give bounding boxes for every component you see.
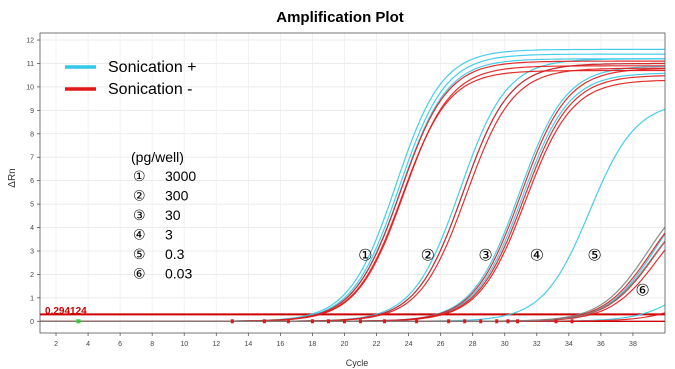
concentration-marker: ① bbox=[133, 169, 146, 185]
concentration-value: 30 bbox=[165, 207, 181, 223]
baseline-cycle-marker bbox=[495, 319, 499, 324]
baseline-cycle-marker bbox=[570, 319, 574, 324]
x-tick-label: 10 bbox=[180, 341, 188, 348]
x-tick-label: 32 bbox=[533, 341, 541, 348]
curve-labels: ① ② ③ ④ ⑤ ⑥ bbox=[358, 245, 650, 299]
concentration-value: 300 bbox=[165, 188, 189, 204]
baseline-cycle-marker bbox=[310, 319, 314, 324]
y-tick-label: 5 bbox=[30, 202, 34, 209]
y-tick-label: 4 bbox=[30, 225, 34, 232]
y-tick-label: 9 bbox=[30, 108, 34, 115]
baseline-cycle-marker bbox=[415, 319, 419, 324]
baseline-markers bbox=[76, 319, 574, 324]
concentration-value: 0.03 bbox=[165, 266, 192, 282]
baseline-cycle-marker bbox=[479, 319, 483, 324]
x-tick-label: 20 bbox=[341, 341, 349, 348]
legend: Sonication + Sonication - bbox=[65, 59, 197, 98]
x-tick-label: 12 bbox=[212, 341, 220, 348]
x-tick-label: 28 bbox=[469, 341, 477, 348]
amplification-curve bbox=[40, 240, 666, 322]
x-tick-label: 30 bbox=[501, 341, 509, 348]
y-tick-label: 10 bbox=[26, 84, 34, 91]
y-tick-label: 7 bbox=[30, 155, 34, 162]
baseline-cycle-marker bbox=[286, 319, 290, 324]
concentration-value: 3000 bbox=[165, 168, 196, 184]
baseline-cycle-marker bbox=[506, 319, 510, 324]
x-tick-label: 34 bbox=[565, 341, 573, 348]
concentration-header: (pg/well) bbox=[131, 149, 184, 165]
curve-label: ⑥ bbox=[635, 281, 649, 300]
curve-label: ③ bbox=[478, 245, 492, 264]
x-tick-label: 24 bbox=[405, 341, 413, 348]
y-tick-label: 12 bbox=[26, 38, 34, 45]
baseline-cycle-marker bbox=[447, 319, 451, 324]
baseline-cycle-marker bbox=[516, 319, 520, 324]
grid-lines bbox=[40, 33, 665, 333]
x-tick-label: 14 bbox=[244, 341, 252, 348]
x-tick-label: 36 bbox=[597, 341, 605, 348]
concentration-marker: ⑤ bbox=[133, 247, 146, 263]
concentration-marker: ④ bbox=[133, 228, 146, 244]
y-tick-label: 2 bbox=[30, 272, 34, 279]
y-axis-label: ΔRn bbox=[7, 168, 18, 187]
concentration-table: (pg/well) ① 3000 ② 300 ③ 30 ④ 3 ⑤ 0.3 ⑥ 0.03 bbox=[131, 149, 196, 283]
concentration-value: 3 bbox=[165, 227, 173, 243]
x-tick-label: 4 bbox=[86, 341, 90, 348]
baseline-start-marker bbox=[76, 319, 81, 324]
curve-label: ② bbox=[421, 245, 435, 264]
concentration-value: 0.3 bbox=[165, 246, 185, 262]
baseline-cycle-marker bbox=[230, 319, 234, 324]
plot-area-frame bbox=[39, 32, 666, 334]
amplification-curves bbox=[40, 48, 666, 322]
y-tick-label: 6 bbox=[30, 178, 34, 185]
curve-label: ④ bbox=[530, 245, 544, 264]
y-tick-label: 8 bbox=[30, 131, 34, 138]
baseline-cycle-marker bbox=[383, 319, 387, 324]
x-tick-label: 16 bbox=[276, 341, 284, 348]
legend-label: Sonication + bbox=[108, 59, 197, 76]
y-tick-label: 1 bbox=[30, 295, 34, 302]
x-tick-label: 38 bbox=[629, 341, 637, 348]
y-tick-label: 0 bbox=[30, 319, 34, 326]
x-tick-label: 22 bbox=[373, 341, 381, 348]
concentration-marker: ② bbox=[133, 189, 146, 205]
curve-label: ⑤ bbox=[587, 245, 601, 264]
curve-label: ① bbox=[358, 245, 372, 264]
baseline-cycle-marker bbox=[554, 319, 558, 324]
baseline-cycle-marker bbox=[326, 319, 330, 324]
y-tick-label: 11 bbox=[27, 61, 34, 68]
x-tick-label: 2 bbox=[54, 341, 58, 348]
baseline-cycle-marker bbox=[463, 319, 467, 324]
concentration-marker: ⑥ bbox=[133, 267, 146, 283]
threshold-label: 0.294124 bbox=[45, 306, 87, 317]
legend-label: Sonication - bbox=[108, 81, 193, 98]
baseline-cycle-marker bbox=[262, 319, 266, 324]
x-tick-label: 26 bbox=[437, 341, 445, 348]
baseline-cycle-marker bbox=[342, 319, 346, 324]
baseline-cycle-marker bbox=[359, 319, 363, 324]
x-tick-label: 18 bbox=[309, 341, 317, 348]
concentration-marker: ③ bbox=[133, 208, 146, 224]
x-axis-label: Cycle bbox=[346, 358, 369, 368]
y-tick-label: 3 bbox=[30, 248, 34, 255]
x-tick-label: 6 bbox=[118, 341, 122, 348]
x-tick-label: 8 bbox=[150, 341, 154, 348]
chart-title: Amplification Plot bbox=[276, 9, 404, 26]
